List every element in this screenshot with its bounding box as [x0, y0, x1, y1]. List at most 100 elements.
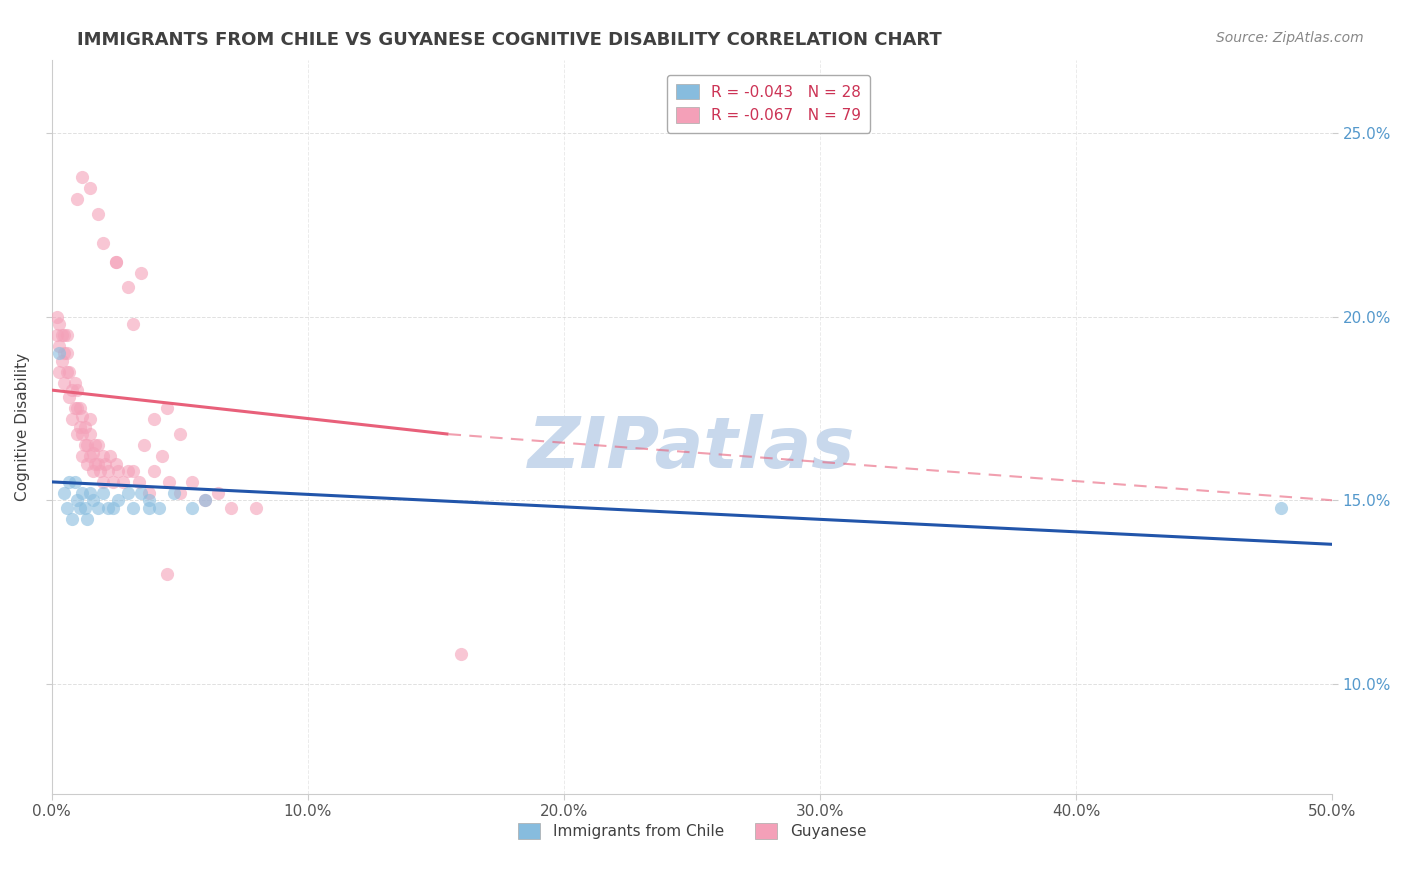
Point [56, 500, 79, 515]
Point [117, 464, 139, 478]
Point [117, 280, 139, 294]
Point [72, 409, 94, 423]
Point [1270, 500, 1292, 515]
Point [51, 328, 73, 343]
Point [138, 493, 160, 508]
Text: IMMIGRANTS FROM CHILE VS GUYANESE COGNITIVE DISABILITY CORRELATION CHART: IMMIGRANTS FROM CHILE VS GUYANESE COGNIT… [77, 31, 942, 49]
Point [91, 236, 114, 251]
Point [169, 427, 191, 442]
Point [53, 376, 76, 390]
Point [48, 339, 70, 353]
Point [129, 266, 152, 280]
Point [122, 464, 145, 478]
Point [148, 500, 170, 515]
Point [73, 438, 96, 452]
Point [53, 486, 76, 500]
Point [58, 391, 80, 405]
Point [72, 449, 94, 463]
Point [63, 475, 86, 489]
Point [107, 464, 129, 478]
Point [194, 493, 217, 508]
Point [79, 412, 101, 426]
Point [82, 445, 104, 459]
Point [79, 486, 101, 500]
Point [66, 192, 89, 206]
Point [48, 317, 70, 331]
Point [104, 254, 127, 268]
Point [69, 500, 91, 515]
Point [86, 500, 108, 515]
Point [122, 317, 145, 331]
Point [53, 346, 76, 360]
Point [112, 475, 135, 489]
Point [107, 493, 129, 508]
Point [101, 475, 124, 489]
Point [73, 500, 96, 515]
Point [143, 412, 166, 426]
Text: ZIPatlas: ZIPatlas [529, 415, 856, 483]
Point [157, 475, 180, 489]
Point [63, 376, 86, 390]
Point [117, 486, 139, 500]
Point [58, 475, 80, 489]
Point [72, 427, 94, 442]
Point [91, 449, 114, 463]
Point [82, 493, 104, 508]
Point [76, 438, 98, 452]
Point [66, 427, 89, 442]
Point [79, 181, 101, 195]
Point [72, 170, 94, 185]
Point [101, 500, 124, 515]
Point [69, 401, 91, 416]
Point [104, 457, 127, 471]
Point [79, 449, 101, 463]
Point [53, 328, 76, 343]
Point [86, 438, 108, 452]
Point [143, 464, 166, 478]
Point [128, 475, 150, 489]
Point [45, 328, 67, 343]
Point [132, 438, 155, 452]
Point [84, 438, 107, 452]
Point [450, 648, 472, 662]
Point [60, 511, 83, 525]
Point [245, 500, 267, 515]
Point [48, 365, 70, 379]
Y-axis label: Cognitive Disability: Cognitive Disability [15, 352, 30, 501]
Point [56, 346, 79, 360]
Point [207, 486, 229, 500]
Point [86, 457, 108, 471]
Text: Source: ZipAtlas.com: Source: ZipAtlas.com [1216, 31, 1364, 45]
Point [91, 486, 114, 500]
Point [56, 328, 79, 343]
Point [100, 449, 122, 463]
Point [97, 464, 120, 478]
Point [66, 383, 89, 397]
Point [82, 464, 104, 478]
Point [181, 475, 204, 489]
Point [219, 500, 242, 515]
Point [45, 310, 67, 324]
Point [84, 457, 107, 471]
Point [66, 493, 89, 508]
Point [194, 493, 217, 508]
Point [91, 475, 114, 489]
Point [104, 254, 127, 268]
Point [129, 486, 152, 500]
Legend: Immigrants from Chile, Guyanese: Immigrants from Chile, Guyanese [512, 817, 872, 845]
Point [60, 412, 83, 426]
Point [86, 207, 108, 221]
Point [94, 457, 117, 471]
Point [89, 464, 111, 478]
Point [51, 353, 73, 368]
Point [76, 511, 98, 525]
Point [122, 500, 145, 515]
Point [169, 486, 191, 500]
Point [181, 500, 204, 515]
Point [48, 346, 70, 360]
Point [138, 486, 160, 500]
Point [58, 365, 80, 379]
Point [69, 419, 91, 434]
Point [79, 427, 101, 442]
Point [156, 566, 179, 581]
